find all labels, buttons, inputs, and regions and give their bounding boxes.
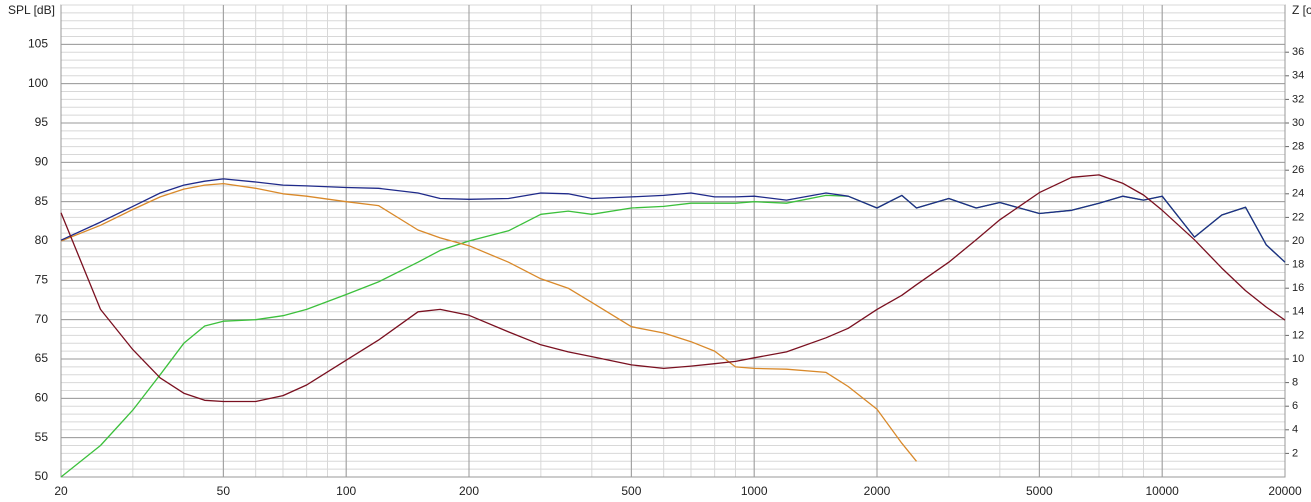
y-tick-label: 70 xyxy=(35,312,49,326)
y-tick-label: 95 xyxy=(35,115,49,129)
y2-tick-label: 20 xyxy=(1292,235,1304,247)
y-tick-label: 75 xyxy=(35,273,49,287)
y-axis-label: SPL [dB] xyxy=(8,3,55,17)
y2-tick-label: 14 xyxy=(1292,306,1304,318)
y2-tick-label: 22 xyxy=(1292,211,1304,223)
x-tick-label: 20000 xyxy=(1268,484,1302,498)
y2-tick-label: 12 xyxy=(1292,329,1304,341)
y2-tick-label: 4 xyxy=(1292,424,1298,436)
y2-tick-label: 18 xyxy=(1292,259,1304,271)
y-tick-label: 80 xyxy=(35,233,49,247)
y-tick-label: 65 xyxy=(35,351,49,365)
series-line xyxy=(60,182,918,462)
series-line xyxy=(60,174,1286,403)
y-tick-label: 85 xyxy=(35,194,49,208)
x-tick-label: 200 xyxy=(459,484,479,498)
y-tick-label: 90 xyxy=(35,155,49,169)
y2-tick-label: 30 xyxy=(1292,117,1304,129)
x-tick-label: 50 xyxy=(217,484,231,498)
y2-tick-label: 28 xyxy=(1292,141,1304,153)
series-line xyxy=(60,178,1286,263)
y-tick-label: 50 xyxy=(35,469,49,483)
y-tick-label: 55 xyxy=(35,430,49,444)
y-tick-label: 60 xyxy=(35,391,49,405)
y-tick-label: 105 xyxy=(28,37,48,51)
y2-tick-label: 8 xyxy=(1292,377,1298,389)
y2-axis-label: Z [ohm] xyxy=(1292,3,1311,17)
x-tick-label: 2000 xyxy=(864,484,891,498)
x-tick-label: 1000 xyxy=(741,484,768,498)
y-tick-label: 100 xyxy=(28,76,48,90)
x-tick-label: 5000 xyxy=(1026,484,1053,498)
y2-tick-label: 2 xyxy=(1292,447,1298,459)
y2-tick-label: 16 xyxy=(1292,282,1304,294)
y2-tick-label: 32 xyxy=(1292,93,1304,105)
y2-tick-label: 6 xyxy=(1292,400,1298,412)
y2-tick-label: 36 xyxy=(1292,46,1304,58)
x-tick-label: 10000 xyxy=(1145,484,1179,498)
y2-tick-label: 10 xyxy=(1292,353,1304,365)
x-tick-label: 20 xyxy=(54,484,68,498)
x-tick-label: 500 xyxy=(621,484,641,498)
y2-tick-label: 26 xyxy=(1292,164,1304,176)
y2-tick-label: 34 xyxy=(1292,70,1304,82)
x-tick-label: 100 xyxy=(336,484,356,498)
y2-tick-label: 24 xyxy=(1292,188,1304,200)
